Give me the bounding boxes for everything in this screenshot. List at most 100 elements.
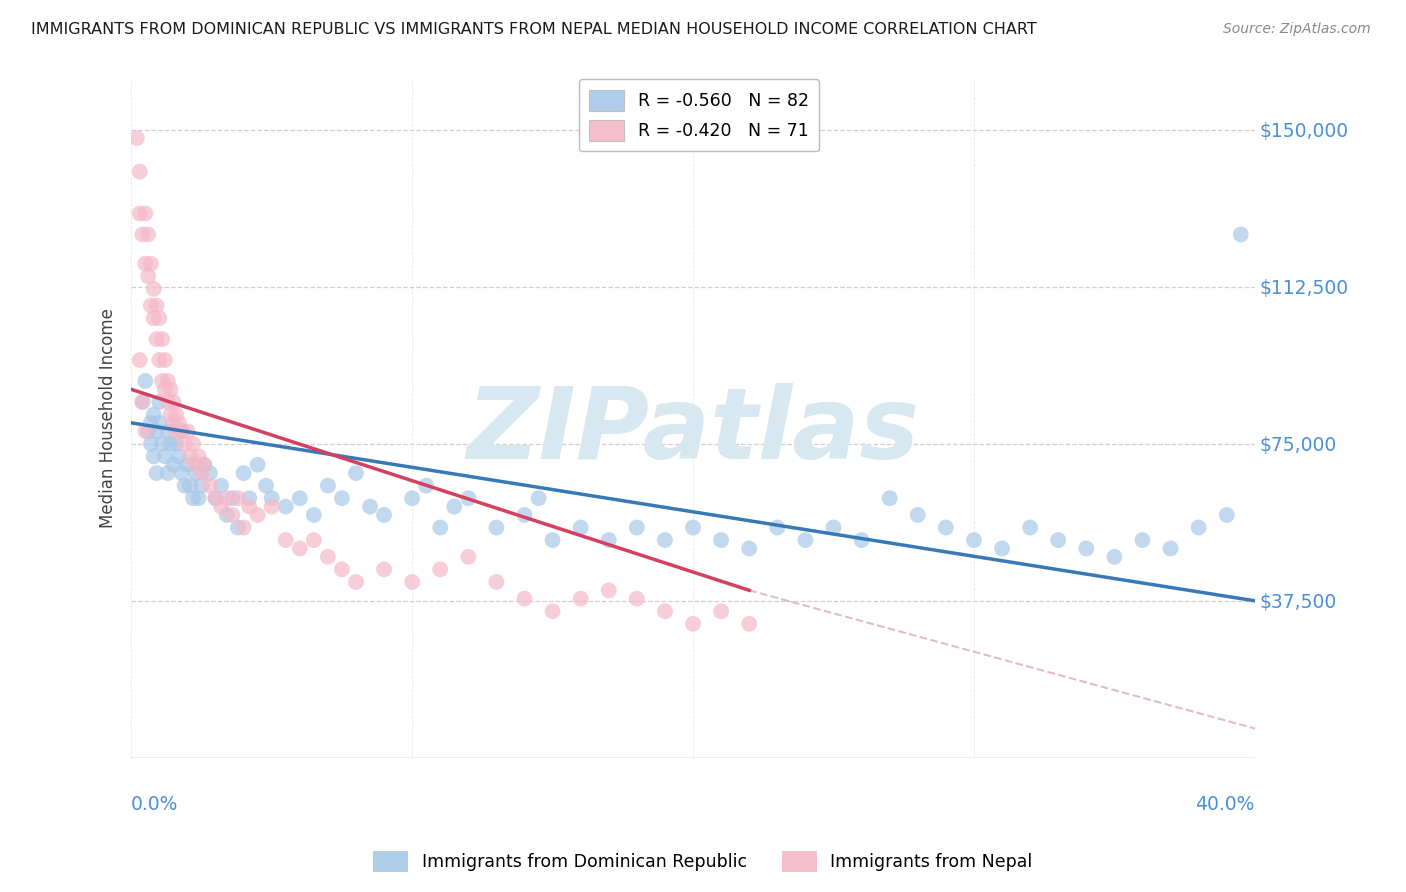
Text: 0.0%: 0.0% [131, 795, 179, 814]
Point [145, 332, 167, 346]
Point [170, 424, 193, 438]
Text: IMMIGRANTS FROM DOMINICAN REPUBLIC VS IMMIGRANTS FROM NEPAL MEDIAN HOUSEHOLD INC: IMMIGRANTS FROM DOMINICAN REPUBLIC VS IM… [31, 22, 1036, 37]
Point [246, 508, 269, 522]
Point [170, 466, 193, 480]
Point [125, 131, 148, 145]
Point [159, 382, 181, 396]
Point [139, 257, 162, 271]
Point [204, 491, 226, 506]
Point [654, 533, 676, 547]
Point [145, 299, 167, 313]
Point [879, 491, 901, 506]
Legend: Immigrants from Dominican Republic, Immigrants from Nepal: Immigrants from Dominican Republic, Immi… [367, 844, 1039, 879]
Point [316, 549, 339, 564]
Point [246, 458, 269, 472]
Point [226, 520, 249, 534]
Point [173, 478, 195, 492]
Point [215, 491, 238, 506]
Point [738, 541, 761, 556]
Y-axis label: Median Household Income: Median Household Income [100, 308, 117, 527]
Point [131, 395, 153, 409]
Point [128, 353, 150, 368]
Point [139, 437, 162, 451]
Point [165, 424, 187, 438]
Point [935, 520, 957, 534]
Point [142, 282, 165, 296]
Point [136, 269, 159, 284]
Point [569, 591, 592, 606]
Point [330, 491, 353, 506]
Point [167, 416, 190, 430]
Point [193, 458, 215, 472]
Point [204, 491, 226, 506]
Point [134, 206, 156, 220]
Point [139, 416, 162, 430]
Point [254, 478, 277, 492]
Point [184, 458, 207, 472]
Point [176, 424, 198, 438]
Point [238, 500, 260, 514]
Point [238, 491, 260, 506]
Point [134, 424, 156, 438]
Point [330, 562, 353, 576]
Point [1019, 520, 1042, 534]
Point [145, 424, 167, 438]
Point [134, 257, 156, 271]
Point [991, 541, 1014, 556]
Point [302, 508, 325, 522]
Point [302, 533, 325, 547]
Point [148, 395, 170, 409]
Point [162, 416, 184, 430]
Point [156, 374, 179, 388]
Point [401, 491, 423, 506]
Point [156, 466, 179, 480]
Point [153, 382, 176, 396]
Point [288, 491, 311, 506]
Point [150, 437, 173, 451]
Point [260, 500, 283, 514]
Point [193, 458, 215, 472]
Point [148, 416, 170, 430]
Point [710, 604, 733, 618]
Point [198, 478, 221, 492]
Point [274, 533, 297, 547]
Point [598, 583, 620, 598]
Text: 40.0%: 40.0% [1195, 795, 1254, 814]
Point [794, 533, 817, 547]
Point [513, 591, 536, 606]
Point [344, 466, 367, 480]
Point [221, 491, 243, 506]
Point [167, 450, 190, 464]
Point [260, 491, 283, 506]
Text: ZIPatlas: ZIPatlas [467, 383, 920, 480]
Point [162, 395, 184, 409]
Point [181, 491, 204, 506]
Point [1132, 533, 1154, 547]
Point [344, 574, 367, 589]
Point [198, 466, 221, 480]
Point [136, 424, 159, 438]
Point [187, 491, 209, 506]
Point [209, 500, 232, 514]
Point [1229, 227, 1251, 242]
Point [457, 549, 479, 564]
Point [274, 500, 297, 514]
Point [513, 508, 536, 522]
Point [907, 508, 929, 522]
Point [190, 478, 212, 492]
Point [485, 520, 508, 534]
Point [963, 533, 986, 547]
Point [176, 458, 198, 472]
Point [232, 520, 254, 534]
Text: Source: ZipAtlas.com: Source: ZipAtlas.com [1223, 22, 1371, 37]
Point [148, 311, 170, 326]
Point [159, 408, 181, 422]
Point [598, 533, 620, 547]
Point [288, 541, 311, 556]
Point [181, 437, 204, 451]
Point [170, 424, 193, 438]
Point [148, 353, 170, 368]
Point [316, 478, 339, 492]
Point [156, 395, 179, 409]
Point [173, 437, 195, 451]
